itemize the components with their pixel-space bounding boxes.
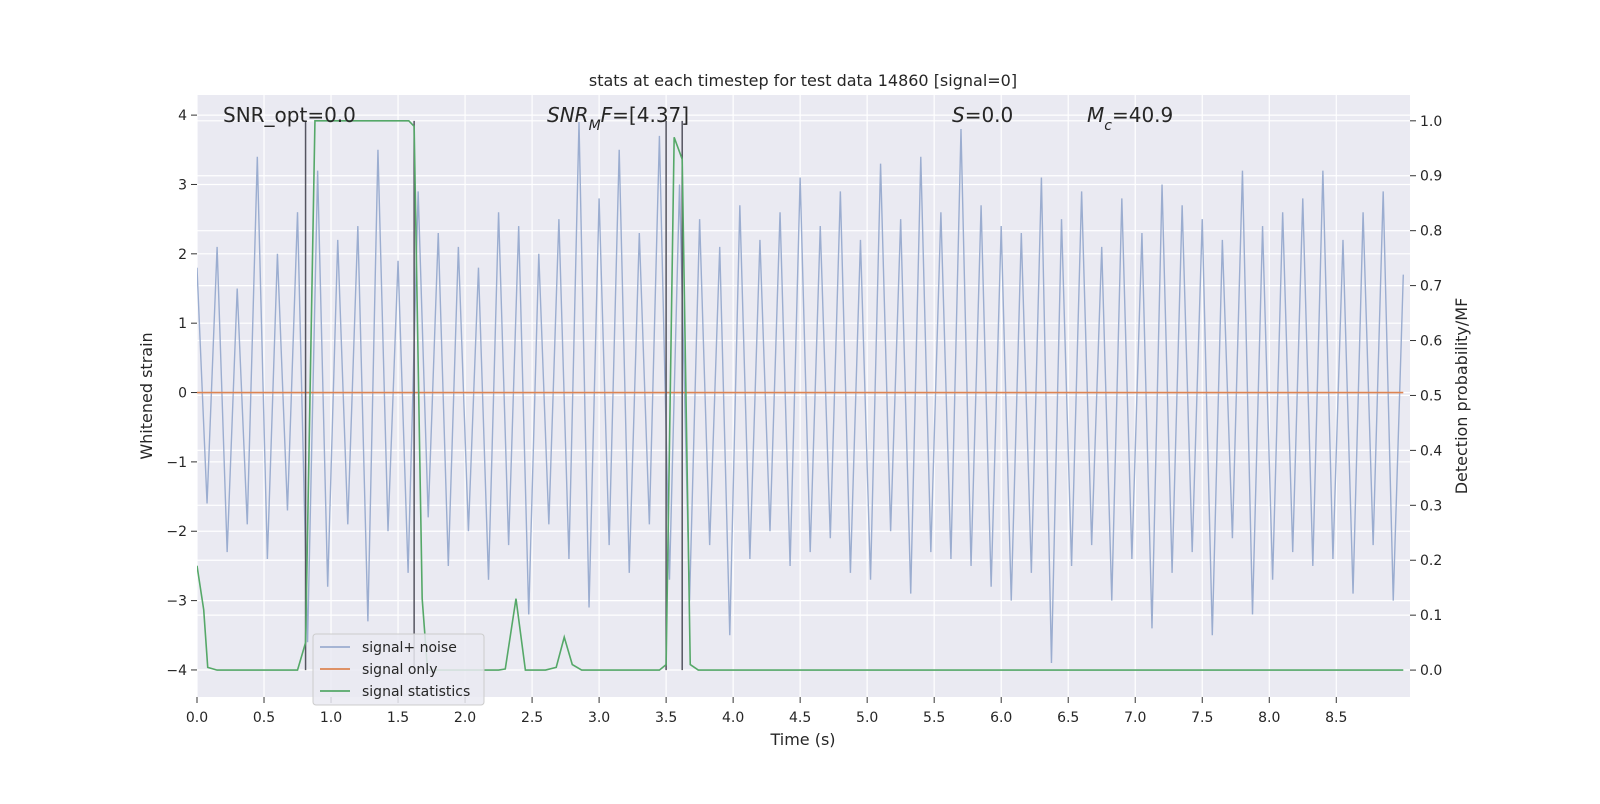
y2-tick-label: 0.8 (1420, 224, 1442, 240)
legend: signal+ noise signal only signal statistic… (312, 633, 485, 706)
annotation-part: SNR_opt=0.0 (223, 103, 356, 127)
y2-tick-label: 1.0 (1420, 114, 1442, 130)
y2-tick-label: 0.4 (1420, 443, 1442, 459)
x-tick-label: 2.0 (454, 710, 476, 726)
x-tick-label: 7.5 (1191, 710, 1213, 726)
x-tick-label: 6.5 (1057, 710, 1079, 726)
annotation: S=0.0 (952, 103, 1013, 127)
legend-box (312, 633, 485, 706)
annotation: SNR_opt=0.0 (223, 103, 356, 127)
y-tick-label: 1 (178, 316, 187, 332)
series-line (197, 120, 1404, 671)
y-tick-label: 2 (178, 247, 187, 263)
y-tick-label: 0 (178, 386, 187, 402)
x-tick-label: 3.5 (655, 710, 677, 726)
legend-label: signal only (362, 662, 437, 678)
y2-axis-label: Detection probability/MF (1452, 298, 1471, 495)
y-tick-label: 4 (178, 108, 187, 124)
x-tick-label: 8.5 (1325, 710, 1347, 726)
annotation-part: F (601, 103, 613, 127)
x-tick-label: 5.0 (856, 710, 878, 726)
x-tick-label: 3.0 (588, 710, 610, 726)
y-tick-label: −2 (166, 524, 187, 540)
annotation-part: c (1104, 118, 1112, 134)
annotation-part: SNR (547, 103, 589, 127)
x-tick-label: 4.5 (789, 710, 811, 726)
annotation-part: M (589, 118, 601, 134)
x-tick-label: 8.0 (1258, 710, 1280, 726)
annotation-part: =0.0 (965, 103, 1014, 127)
annotation-part: M (1087, 103, 1104, 127)
x-tick-label: 2.5 (521, 710, 543, 726)
x-tick-label: 1.5 (387, 710, 409, 726)
legend-label: signal+ noise (362, 640, 457, 656)
x-tick-label: 5.5 (923, 710, 945, 726)
y2-tick-label: 0.0 (1420, 663, 1442, 679)
annotation-part: =40.9 (1112, 103, 1173, 127)
x-tick-label: 6.0 (990, 710, 1012, 726)
y-tick-label: 3 (178, 177, 187, 193)
y2-tick-label: 0.1 (1420, 608, 1442, 624)
series-line (197, 122, 1404, 664)
x-tick-label: 4.0 (722, 710, 744, 726)
y-axis-label: Whitened strain (137, 332, 156, 459)
y2-tick-label: 0.5 (1420, 388, 1442, 404)
y2-tick-label: 0.6 (1420, 334, 1442, 350)
annotation: SNRMF=[4.37] (547, 103, 689, 134)
x-tick-label: 0.5 (253, 710, 275, 726)
annotation-part: S (952, 103, 965, 127)
x-tick-label: 1.0 (320, 710, 342, 726)
y2-tick-label: 0.2 (1420, 553, 1442, 569)
legend-label: signal statistics (362, 684, 470, 700)
x-tick-label: 7.0 (1124, 710, 1146, 726)
y-tick-label: −4 (166, 663, 187, 679)
annotation-part: =[4.37] (612, 103, 689, 127)
x-axis-label: Time (s) (769, 730, 835, 749)
y2-tick-label: 0.9 (1420, 169, 1442, 185)
annotation: Mc=40.9 (1087, 103, 1173, 134)
y-tick-label: −1 (166, 455, 187, 471)
y-tick-label: −3 (166, 594, 187, 610)
chart-title: stats at each timestep for test data 148… (589, 71, 1017, 90)
x-tick-label: 0.0 (186, 710, 208, 726)
y2-tick-label: 0.7 (1420, 279, 1442, 295)
y2-tick-label: 0.3 (1420, 498, 1442, 514)
